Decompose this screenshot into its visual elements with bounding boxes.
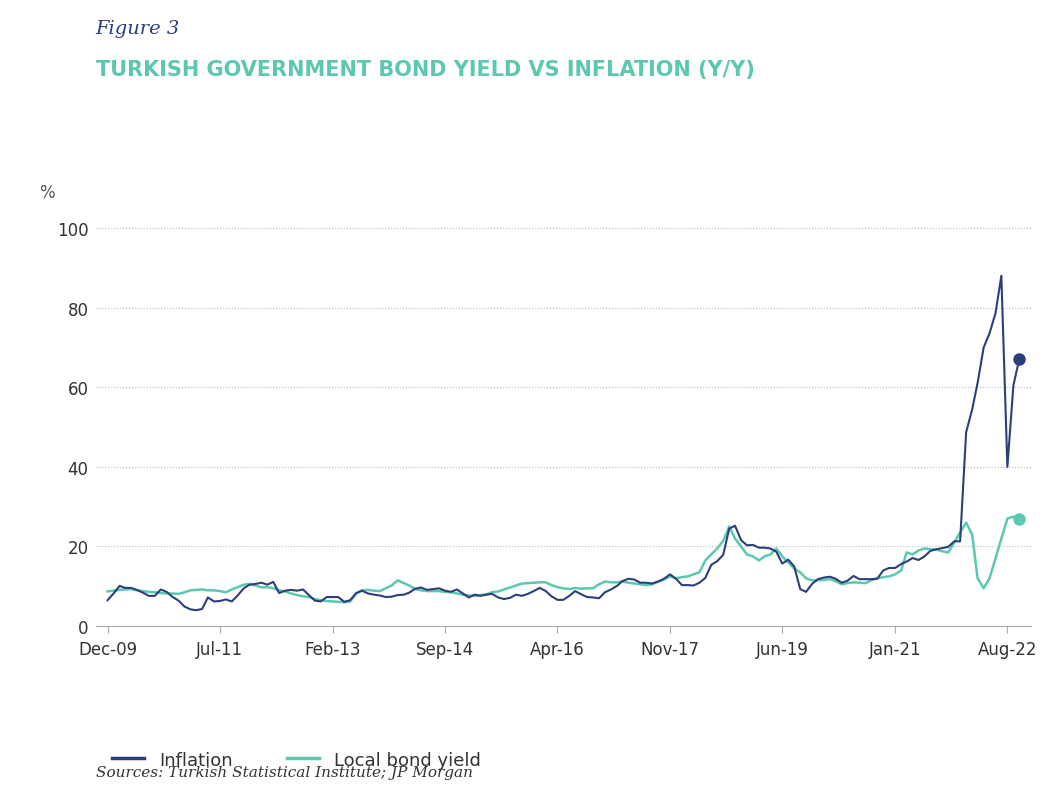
Text: %: %	[39, 184, 55, 202]
Text: Sources: Turkish Statistical Institute; JP Morgan: Sources: Turkish Statistical Institute; …	[96, 765, 473, 779]
Legend: Inflation, Local bond yield: Inflation, Local bond yield	[104, 744, 488, 776]
Text: TURKISH GOVERNMENT BOND YIELD VS INFLATION (Y/Y): TURKISH GOVERNMENT BOND YIELD VS INFLATI…	[96, 60, 755, 80]
Text: Figure 3: Figure 3	[96, 20, 180, 38]
